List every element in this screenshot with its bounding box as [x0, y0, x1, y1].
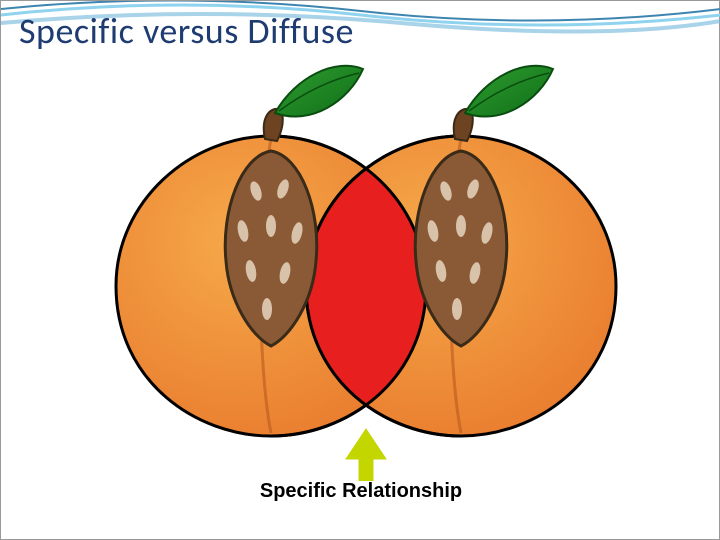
- slide-title: Specific versus Diffuse: [19, 9, 354, 53]
- caption-label: Specific Relationship: [1, 480, 720, 503]
- slide: Specific versus Diffuse: [0, 0, 720, 540]
- peach-diagram: [61, 61, 661, 481]
- right-leaf: [465, 66, 553, 117]
- left-leaf: [275, 66, 363, 117]
- up-arrow-icon: [346, 429, 386, 481]
